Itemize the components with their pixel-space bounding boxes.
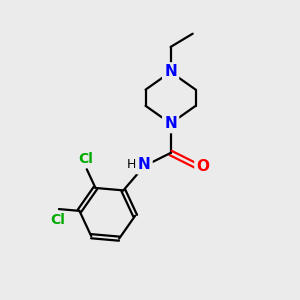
Text: Cl: Cl [50, 213, 65, 226]
Text: Cl: Cl [78, 152, 93, 166]
Text: N: N [138, 157, 151, 172]
Text: N: N [164, 64, 177, 80]
Text: N: N [164, 116, 177, 131]
Text: O: O [196, 159, 209, 174]
Text: H: H [127, 158, 136, 171]
